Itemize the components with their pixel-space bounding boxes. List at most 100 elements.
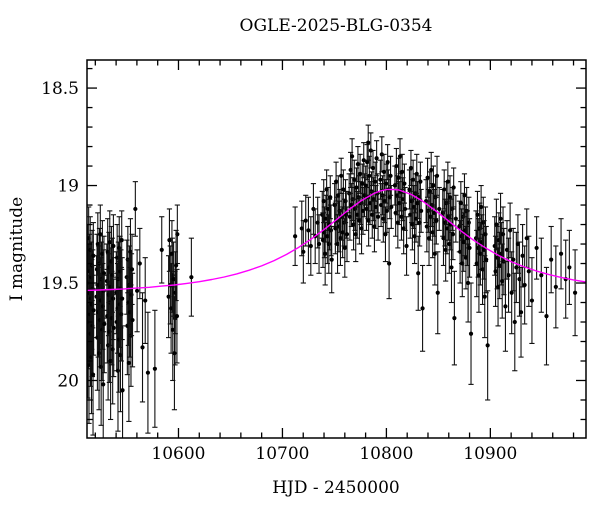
data-point — [414, 171, 419, 176]
data-point — [466, 220, 471, 225]
data-point — [354, 185, 359, 190]
data-point — [498, 216, 503, 221]
model-curve — [87, 188, 586, 292]
data-point — [339, 173, 344, 178]
data-point — [110, 296, 116, 301]
data-point — [341, 187, 346, 192]
data-point — [402, 181, 407, 186]
data-point — [447, 195, 453, 200]
data-point — [572, 290, 578, 295]
data-point — [432, 251, 437, 256]
data-point — [549, 257, 554, 262]
y-tick-label: 20 — [57, 371, 79, 391]
data-point — [534, 245, 539, 251]
data-point — [316, 241, 322, 247]
data-point — [485, 343, 490, 348]
data-point — [518, 310, 524, 315]
data-point — [529, 298, 535, 303]
x-tick-label: 10900 — [463, 444, 517, 464]
data-point — [392, 183, 398, 188]
data-point — [171, 277, 176, 282]
x-tick-label: 10600 — [151, 444, 205, 464]
data-point — [102, 321, 107, 327]
data-point — [408, 165, 414, 171]
data-point — [484, 257, 489, 262]
data-point — [467, 245, 472, 251]
data-point — [479, 204, 484, 210]
data-point — [111, 325, 116, 330]
data-point — [99, 364, 104, 369]
data-point — [342, 245, 347, 251]
data-point — [508, 228, 513, 233]
data-point — [365, 160, 370, 165]
data-point — [495, 284, 501, 290]
data-point — [497, 263, 502, 268]
data-point — [431, 183, 436, 188]
data-point — [394, 163, 399, 169]
data-point — [407, 187, 412, 192]
data-point — [506, 273, 511, 278]
data-point — [500, 278, 505, 284]
data-point — [544, 314, 549, 319]
data-point — [375, 214, 381, 219]
data-point — [418, 179, 423, 184]
x-tick-label: 10700 — [255, 444, 309, 464]
data-point — [308, 243, 313, 249]
data-point — [419, 208, 424, 213]
data-point — [360, 181, 365, 186]
data-point — [357, 171, 363, 176]
data-point — [159, 247, 164, 252]
data-point — [526, 269, 531, 274]
data-point — [437, 206, 442, 212]
data-point — [98, 232, 103, 237]
data-point — [427, 189, 432, 194]
data-point — [366, 140, 371, 145]
data-point — [378, 177, 383, 182]
data-point — [130, 317, 135, 323]
data-point — [420, 306, 425, 311]
data-point — [416, 271, 421, 276]
data-point — [101, 382, 106, 387]
data-point — [449, 265, 454, 270]
data-point — [101, 271, 107, 276]
data-point — [558, 251, 564, 256]
data-point — [152, 366, 157, 371]
data-point — [119, 312, 124, 317]
data-point — [143, 298, 148, 303]
data-point — [91, 253, 96, 258]
data-point — [452, 316, 457, 321]
data-point — [553, 284, 558, 290]
data-point — [385, 160, 390, 165]
data-point — [524, 236, 529, 241]
data-point — [301, 249, 306, 254]
data-point — [115, 368, 121, 373]
data-point — [494, 222, 499, 227]
data-point — [170, 327, 175, 332]
data-point — [567, 265, 572, 270]
data-point — [293, 234, 298, 239]
data-point — [133, 206, 138, 212]
y-tick-label: 18.5 — [41, 79, 79, 99]
data-point — [445, 179, 450, 184]
data-point — [373, 179, 378, 184]
data-point — [107, 239, 112, 245]
y-axis-title: I magnitude — [7, 197, 27, 301]
data-point — [306, 228, 311, 233]
data-point — [434, 218, 439, 223]
data-point — [135, 288, 140, 293]
data-point — [403, 206, 408, 212]
data-point — [328, 228, 334, 233]
axes-frame-layer — [86, 59, 587, 439]
data-point — [442, 187, 447, 192]
data-point — [120, 296, 125, 301]
data-point — [383, 232, 388, 237]
data-point — [167, 238, 172, 243]
data-point — [425, 175, 430, 180]
data-point — [174, 314, 180, 319]
data-point — [355, 162, 361, 167]
data-point — [500, 232, 506, 237]
data-point — [483, 232, 488, 237]
data-point — [475, 212, 480, 217]
data-point — [361, 158, 366, 163]
